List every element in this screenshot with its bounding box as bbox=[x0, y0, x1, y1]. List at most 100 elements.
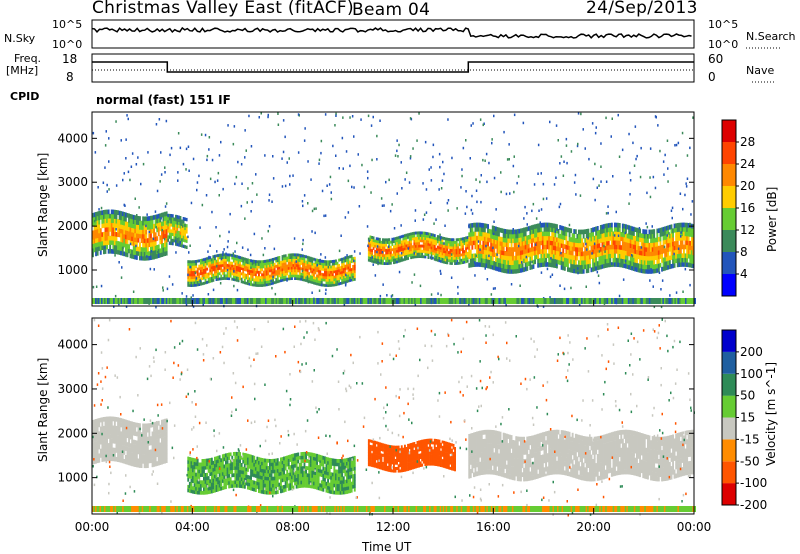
power-cell-4 bbox=[502, 255, 505, 260]
power-cell-4 bbox=[623, 263, 626, 269]
velocity-cell-0 bbox=[164, 445, 166, 451]
power-cell-4 bbox=[692, 241, 695, 247]
power-cell-1 bbox=[170, 238, 173, 242]
velocity-cell-0 bbox=[112, 425, 115, 431]
power-cell-2 bbox=[265, 267, 268, 271]
power-cell-4 bbox=[567, 267, 569, 272]
power-cell-3 bbox=[407, 254, 409, 258]
velocity-cell-0 bbox=[92, 459, 94, 465]
power-cell-2 bbox=[262, 270, 265, 274]
power-cell-2 bbox=[311, 259, 314, 263]
power-cell-4 bbox=[592, 236, 594, 241]
power-cell-4 bbox=[560, 260, 563, 266]
power-cell-2 bbox=[352, 278, 355, 282]
velocity-cell-0 bbox=[148, 440, 151, 446]
power-cell-2 bbox=[188, 284, 191, 287]
power-cell-3 bbox=[396, 255, 398, 258]
power-cell-4 bbox=[563, 253, 566, 258]
power-cell-3 bbox=[424, 255, 427, 259]
power-cell-3 bbox=[425, 240, 428, 243]
power-cell-0 bbox=[98, 228, 101, 234]
power-cell-3 bbox=[463, 250, 466, 253]
power-cell-2 bbox=[286, 272, 289, 276]
power-cell-1 bbox=[171, 229, 174, 233]
power-near-range bbox=[174, 298, 177, 304]
power-cell-4 bbox=[610, 222, 613, 228]
power-cell-4 bbox=[667, 256, 670, 261]
power-near-range bbox=[551, 298, 553, 304]
power-cell-4 bbox=[518, 237, 521, 243]
power-cell-2 bbox=[215, 270, 218, 274]
power-cell-3 bbox=[399, 256, 402, 260]
power-cell-4 bbox=[479, 244, 482, 250]
power-cell-3 bbox=[422, 250, 425, 253]
power-cell-4 bbox=[614, 257, 616, 263]
power-cell-3 bbox=[371, 241, 373, 245]
power-speckle bbox=[100, 284, 103, 288]
power-cell-4 bbox=[526, 266, 529, 271]
velocity-cell-0 bbox=[109, 434, 112, 439]
power-cell-2 bbox=[283, 262, 285, 266]
power-cell-4 bbox=[585, 251, 588, 256]
power-cell-4 bbox=[601, 264, 604, 269]
power-near-range bbox=[102, 298, 105, 304]
power-cell-2 bbox=[287, 274, 290, 278]
power-speckle bbox=[233, 125, 236, 128]
power-cell-4 bbox=[656, 263, 659, 269]
power-cell-4 bbox=[632, 239, 635, 245]
power-cell-2 bbox=[291, 253, 293, 257]
power-speckle bbox=[470, 124, 472, 127]
power-cell-0 bbox=[154, 254, 157, 259]
power-speckle bbox=[108, 188, 110, 191]
power-cell-0 bbox=[96, 233, 99, 239]
power-cell-0 bbox=[99, 210, 102, 216]
power-cell-2 bbox=[302, 275, 304, 279]
power-cell-2 bbox=[234, 265, 237, 269]
power-cell-4 bbox=[610, 231, 613, 237]
power-cell-4 bbox=[676, 231, 679, 237]
power-speckle bbox=[570, 286, 572, 290]
velocity-cell-0 bbox=[132, 444, 135, 449]
power-cell-4 bbox=[491, 251, 494, 257]
power-speckle bbox=[261, 237, 263, 240]
velocity-cell-0 bbox=[106, 434, 108, 439]
velocity-cell-0 bbox=[95, 423, 97, 429]
velocity-cell-0 bbox=[146, 436, 149, 442]
power-cell-2 bbox=[264, 259, 267, 263]
power-cell-2 bbox=[300, 272, 303, 276]
power-cell-4 bbox=[654, 246, 657, 252]
power-speckle bbox=[122, 178, 124, 182]
power-cell-2 bbox=[317, 261, 320, 265]
power-speckle bbox=[575, 193, 577, 196]
power-cell-0 bbox=[120, 224, 123, 229]
power-speckle bbox=[233, 278, 235, 281]
power-cell-0 bbox=[120, 219, 123, 225]
power-cell-4 bbox=[515, 268, 518, 274]
power-speckle bbox=[408, 181, 411, 184]
velocity-cell-0 bbox=[121, 436, 124, 441]
power-cell-4 bbox=[615, 257, 618, 263]
power-near-range bbox=[632, 298, 635, 304]
power-cell-0 bbox=[112, 227, 115, 232]
velocity-cell-0 bbox=[92, 433, 94, 438]
power-cell-4 bbox=[651, 229, 654, 235]
power-near-range bbox=[660, 298, 663, 304]
power-cell-4 bbox=[523, 254, 525, 259]
power-speckle bbox=[684, 267, 687, 271]
power-cell-3 bbox=[451, 251, 453, 255]
power-cell-2 bbox=[264, 267, 267, 271]
power-cell-2 bbox=[280, 276, 282, 280]
power-cell-3 bbox=[396, 257, 398, 261]
power-speckle bbox=[114, 254, 116, 257]
power-near-range bbox=[403, 298, 406, 304]
power-cell-2 bbox=[239, 261, 241, 265]
velocity-cell-0 bbox=[131, 461, 134, 467]
power-cell-1 bbox=[185, 217, 188, 222]
power-cell-2 bbox=[341, 260, 344, 264]
power-cell-3 bbox=[400, 248, 403, 252]
power-cell-0 bbox=[115, 236, 118, 242]
power-cell-4 bbox=[482, 223, 485, 228]
power-near-range bbox=[299, 298, 302, 304]
power-cell-3 bbox=[377, 237, 380, 241]
power-speckle bbox=[334, 124, 336, 127]
